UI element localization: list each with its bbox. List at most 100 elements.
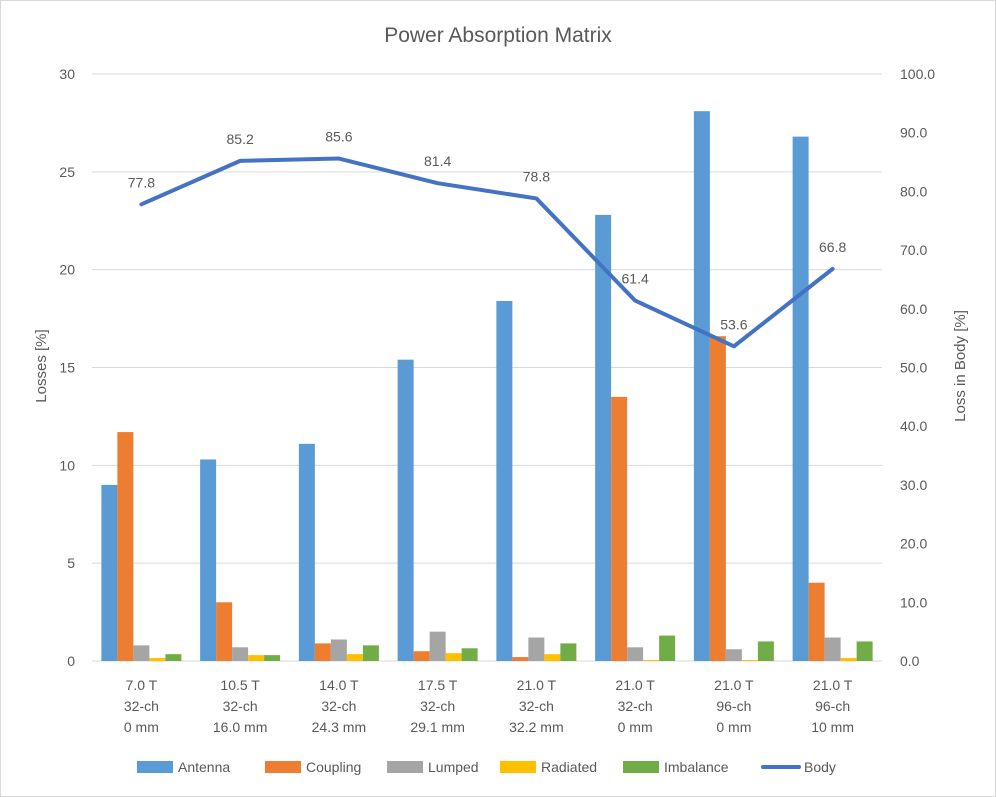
legend-label-imbalance: Imbalance: [664, 759, 729, 775]
x-category-label: 21.0 T: [813, 677, 853, 693]
bar-coupling: [611, 396, 628, 661]
bar-antenna: [496, 300, 513, 661]
bar-radiated: [643, 660, 660, 661]
y2-tick-label: 80.0: [900, 183, 927, 199]
x-category-label: 0 mm: [716, 719, 751, 735]
bar-lumped: [133, 645, 150, 661]
legend-swatch-radiated: [500, 761, 536, 773]
x-category-label: 32-ch: [124, 698, 159, 714]
bar-radiated: [149, 658, 166, 661]
bar-imbalance: [165, 654, 182, 661]
bar-radiated: [445, 653, 462, 661]
x-axis: 7.0 T 32-ch 0 mm 10.5 T 32-ch 16.0 mm 14.0 T 32…: [124, 677, 854, 735]
y2-tick-label: 10.0: [900, 594, 927, 610]
x-category-label: 10.5 T: [220, 677, 260, 693]
bar-antenna: [200, 459, 217, 661]
data-label-body: 61.4: [622, 271, 649, 287]
x-category-label: 32-ch: [618, 698, 653, 714]
bar-lumped: [528, 637, 545, 661]
x-category-label: 96-ch: [716, 698, 751, 714]
x-category-label: 17.5 T: [418, 677, 458, 693]
x-category-label: 32-ch: [519, 698, 554, 714]
bar-coupling: [512, 657, 529, 661]
x-category-label: 0 mm: [618, 719, 653, 735]
y-tick-label: 10: [59, 457, 75, 473]
y2-tick-label: 0.0: [900, 653, 920, 669]
y-tick-label: 0: [67, 653, 75, 669]
y2-axis-title: Loss in Body [%]: [952, 310, 969, 422]
bar-imbalance: [461, 648, 478, 661]
bar-lumped: [824, 637, 841, 661]
data-label-body: 78.8: [523, 168, 550, 184]
bar-lumped: [429, 631, 446, 661]
legend-label-radiated: Radiated: [541, 759, 597, 775]
legend-label-antenna: Antenna: [178, 759, 230, 775]
legend-label-coupling: Coupling: [306, 759, 361, 775]
bar-imbalance: [362, 645, 379, 661]
bar-coupling: [808, 582, 825, 661]
bar-antenna: [693, 111, 710, 662]
bar-lumped: [627, 647, 644, 661]
bar-imbalance: [560, 643, 577, 661]
data-label-body: 85.6: [325, 129, 352, 145]
x-category-label: 29.1 mm: [410, 719, 464, 735]
y-axis-right: 0.0 10.0 20.0 30.0 40.0 50.0 60.0 70.0 80.0 90.0 1…: [900, 66, 935, 669]
data-label-body: 77.8: [128, 174, 155, 190]
x-category-label: 32-ch: [223, 698, 258, 714]
bar-antenna: [101, 484, 118, 661]
y2-tick-label: 60.0: [900, 301, 927, 317]
x-category-label: 32-ch: [321, 698, 356, 714]
bar-coupling: [314, 643, 331, 661]
legend-label-body: Body: [804, 759, 836, 775]
x-category-label: 32-ch: [420, 698, 455, 714]
bar-coupling: [216, 602, 233, 661]
x-category-label: 21.0 T: [714, 677, 754, 693]
bar-radiated: [840, 658, 857, 661]
data-label-body: 85.2: [227, 131, 254, 147]
y2-tick-label: 90.0: [900, 125, 927, 141]
bar-lumped: [232, 647, 249, 661]
bar-imbalance: [757, 641, 774, 661]
y-tick-label: 20: [59, 262, 75, 278]
bar-coupling: [709, 336, 726, 661]
x-category-label: 14.0 T: [319, 677, 359, 693]
x-category-label: 24.3 mm: [312, 719, 366, 735]
y-tick-label: 25: [59, 164, 75, 180]
y-axis-title: Losses [%]: [33, 329, 50, 402]
bar-radiated: [741, 660, 758, 661]
legend-swatch-imbalance: [623, 761, 659, 773]
x-category-label: 10 mm: [811, 719, 854, 735]
bar-antenna: [595, 214, 612, 661]
y2-tick-label: 30.0: [900, 477, 927, 493]
y2-tick-label: 20.0: [900, 536, 927, 552]
y-tick-label: 5: [67, 555, 75, 571]
bars: [101, 111, 873, 662]
x-category-label: 0 mm: [124, 719, 159, 735]
y2-tick-label: 70.0: [900, 242, 927, 258]
x-category-label: 21.0 T: [615, 677, 655, 693]
bar-antenna: [792, 136, 809, 661]
line-body: [139, 156, 835, 349]
bar-lumped: [330, 639, 347, 661]
data-label-body: 81.4: [424, 153, 451, 169]
bar-imbalance: [264, 655, 281, 661]
y-axis-left: 0 5 10 15 20 25 30: [59, 66, 75, 669]
data-label-body: 66.8: [819, 239, 846, 255]
legend: Antenna Coupling Lumped Radiated Imbalance Bo…: [137, 759, 836, 775]
bar-antenna: [298, 443, 315, 661]
body-line: 77.8 85.2 85.6 81.4 78.8 61.4 53.6 66.8: [128, 129, 846, 349]
bar-antenna: [397, 359, 414, 661]
y2-tick-label: 40.0: [900, 418, 927, 434]
x-category-label: 96-ch: [815, 698, 850, 714]
legend-swatch-lumped: [387, 761, 423, 773]
bar-lumped: [725, 649, 742, 661]
x-category-label: 32.2 mm: [509, 719, 563, 735]
y-tick-label: 15: [59, 360, 75, 376]
x-category-label: 7.0 T: [126, 677, 158, 693]
bar-coupling: [413, 651, 430, 661]
chart-title: Power Absorption Matrix: [384, 24, 612, 47]
bar-imbalance: [659, 635, 676, 661]
legend-swatch-antenna: [137, 761, 173, 773]
x-category-label: 21.0 T: [517, 677, 557, 693]
